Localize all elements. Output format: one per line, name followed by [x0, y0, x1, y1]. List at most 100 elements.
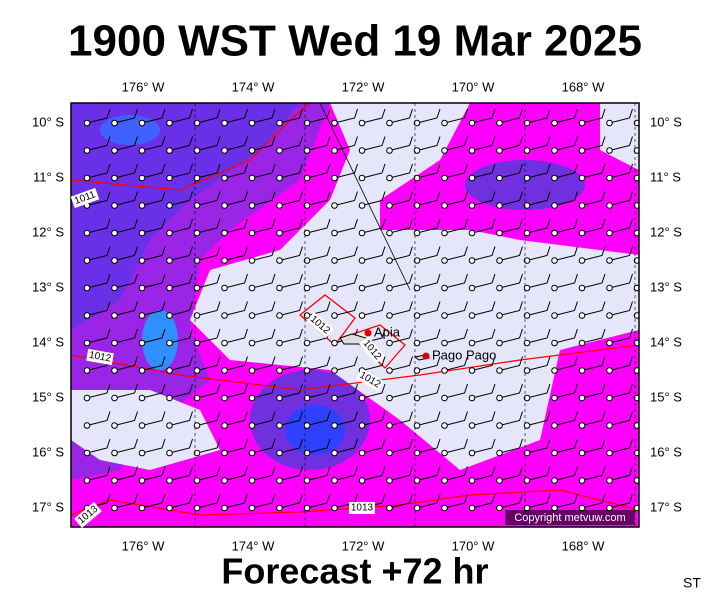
wind-barb [334, 218, 358, 234]
isobar-label-bg [306, 312, 334, 338]
wind-station [193, 504, 201, 512]
wind-station [633, 477, 639, 484]
wind-station [578, 367, 586, 374]
wind-station [193, 284, 201, 292]
wind-station [496, 422, 503, 429]
wind-station [551, 394, 558, 402]
wind-barb [196, 356, 221, 371]
wind-station [221, 257, 228, 264]
graticule [194, 103, 636, 527]
wind-barb [279, 246, 303, 261]
wind-barb [581, 383, 606, 399]
wind-barb [554, 273, 578, 289]
wind-station [221, 312, 228, 319]
wind-station [468, 229, 476, 237]
wind-barb [609, 438, 633, 454]
wind-station [551, 229, 558, 237]
wind-station [358, 449, 366, 457]
wind-barb [471, 383, 496, 399]
wind-barb [224, 273, 248, 289]
wind-station [633, 339, 639, 347]
wind-station [413, 229, 421, 237]
wind-barb [471, 191, 496, 206]
wind-station [303, 477, 311, 484]
lon-label: 170° W [452, 538, 496, 553]
wind-barb [334, 191, 358, 206]
wind-barb [196, 493, 221, 509]
wind-barb [224, 246, 248, 261]
lat-label: 12° S [32, 224, 64, 239]
wind-station [606, 367, 613, 374]
wind-barb [389, 273, 413, 289]
wind-station [633, 394, 639, 402]
wind-barb [114, 411, 138, 426]
wind-barb [361, 246, 386, 261]
wind-station [138, 257, 146, 264]
wind-station [413, 119, 421, 127]
wind-station [413, 367, 421, 374]
wind-barb [471, 163, 496, 179]
wind-barb [499, 383, 523, 399]
wind-barb [581, 191, 606, 206]
wind-station [331, 504, 338, 512]
wind-barb [554, 191, 578, 206]
wind-station [413, 339, 421, 347]
wind-station [386, 449, 393, 457]
wind-barb [389, 218, 413, 234]
wind-station [276, 229, 283, 237]
lon-label: 170° W [452, 79, 496, 94]
wind-station [413, 174, 421, 182]
wind-barb [499, 163, 523, 179]
wind-station [276, 119, 283, 127]
wind-barb [251, 163, 276, 179]
wind-barb [526, 191, 551, 206]
wind-barb [361, 301, 386, 316]
wind-barb [251, 273, 276, 289]
wind-barb [306, 273, 331, 289]
wind-station [276, 367, 283, 374]
lon-label: 176° W [122, 79, 166, 94]
wind-station [441, 367, 448, 374]
wind-barb [361, 273, 386, 289]
wind-barb [334, 411, 358, 426]
wind-barb [499, 411, 523, 426]
wind-barb [416, 218, 441, 234]
wind-station [441, 504, 448, 512]
wind-station [111, 504, 118, 512]
wind-barb [251, 411, 276, 426]
wind-barb [416, 191, 441, 206]
wind-barb [471, 273, 496, 289]
lat-label: 12° S [650, 224, 682, 239]
wind-station [386, 422, 393, 429]
wind-station [606, 119, 613, 127]
wind-station [276, 257, 283, 264]
wind-barb [224, 136, 248, 151]
wind-station [166, 147, 173, 154]
wind-barb [141, 163, 166, 179]
wind-station [551, 477, 558, 484]
wind-station [523, 284, 531, 292]
wind-station [578, 257, 586, 264]
wind-station [578, 394, 586, 402]
wind-barb [499, 218, 523, 234]
wind-station [578, 202, 586, 209]
wind-station [193, 257, 201, 264]
wind-station [111, 367, 118, 374]
wind-station [523, 202, 531, 209]
wind-station [331, 422, 338, 429]
wind-station [633, 284, 639, 292]
wind-station [331, 284, 338, 292]
wind-station [413, 147, 421, 154]
wind-station [551, 257, 558, 264]
wind-barb [636, 314, 639, 316]
wind-station [303, 339, 311, 347]
wind-barb [609, 301, 633, 316]
wind-barb [499, 191, 523, 206]
wind-station [496, 229, 503, 237]
wind-station [138, 284, 146, 292]
wind-barb [636, 204, 639, 206]
wind-station [111, 284, 118, 292]
wind-barb [526, 493, 551, 509]
wind-station [606, 229, 613, 237]
wind-barb [471, 246, 496, 261]
